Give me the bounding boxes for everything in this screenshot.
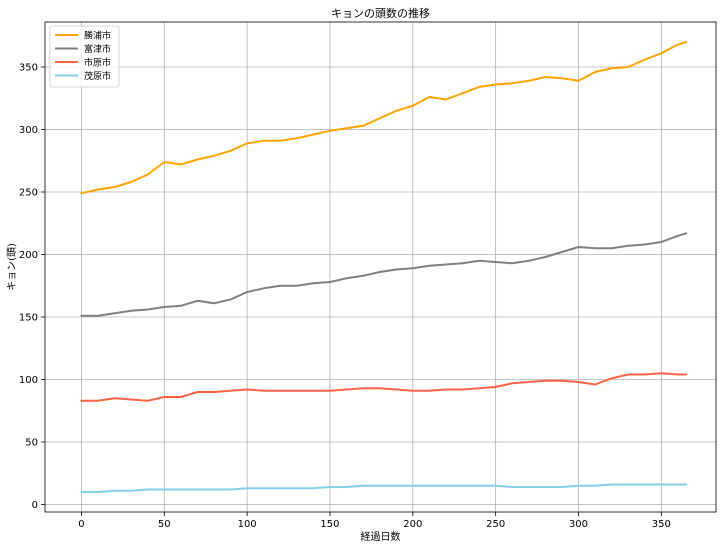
x-axis-title: 経過日数 [361, 530, 401, 543]
plot-frame [44, 21, 717, 513]
x-tick-label: 200 [403, 519, 422, 530]
chart-title: キョンの頭数の推移 [331, 6, 430, 20]
y-axis-title: キョン(頭) [6, 243, 18, 291]
x-tick-label: 350 [652, 519, 671, 530]
legend-label-2: 富津市 [84, 43, 111, 55]
y-tick-label: 150 [19, 313, 38, 324]
series-line-3 [80, 372, 688, 402]
grid [45, 22, 716, 512]
y-tick-label: 350 [19, 63, 38, 74]
x-tick-label: 250 [486, 519, 505, 530]
y-tick-label: 100 [19, 375, 38, 386]
series-line-4 [80, 483, 688, 493]
series-line-2 [80, 232, 688, 317]
x-tick-label: 150 [320, 519, 339, 530]
series-line-1 [80, 41, 688, 195]
x-tick-label: 300 [569, 519, 588, 530]
legend-box [49, 25, 120, 88]
y-tick-label: 300 [19, 125, 38, 136]
ticks: 0 50 100 150 200 250 300 350 0 50 100 150 200 250 300 3… [19, 63, 671, 531]
y-tick-label: 200 [19, 250, 38, 261]
x-tick-label: 100 [238, 519, 257, 530]
x-tick-label: 50 [158, 519, 171, 530]
y-tick-label: 0 [32, 500, 38, 511]
series-lines [80, 41, 688, 493]
legend-label-3: 市原市 [84, 57, 111, 69]
y-tick-label: 50 [25, 438, 38, 449]
legend-label-1: 勝浦市 [84, 30, 111, 42]
y-tick-label: 250 [19, 188, 38, 199]
x-tick-label: 0 [78, 519, 84, 530]
legend-label-4: 茂原市 [84, 70, 111, 82]
